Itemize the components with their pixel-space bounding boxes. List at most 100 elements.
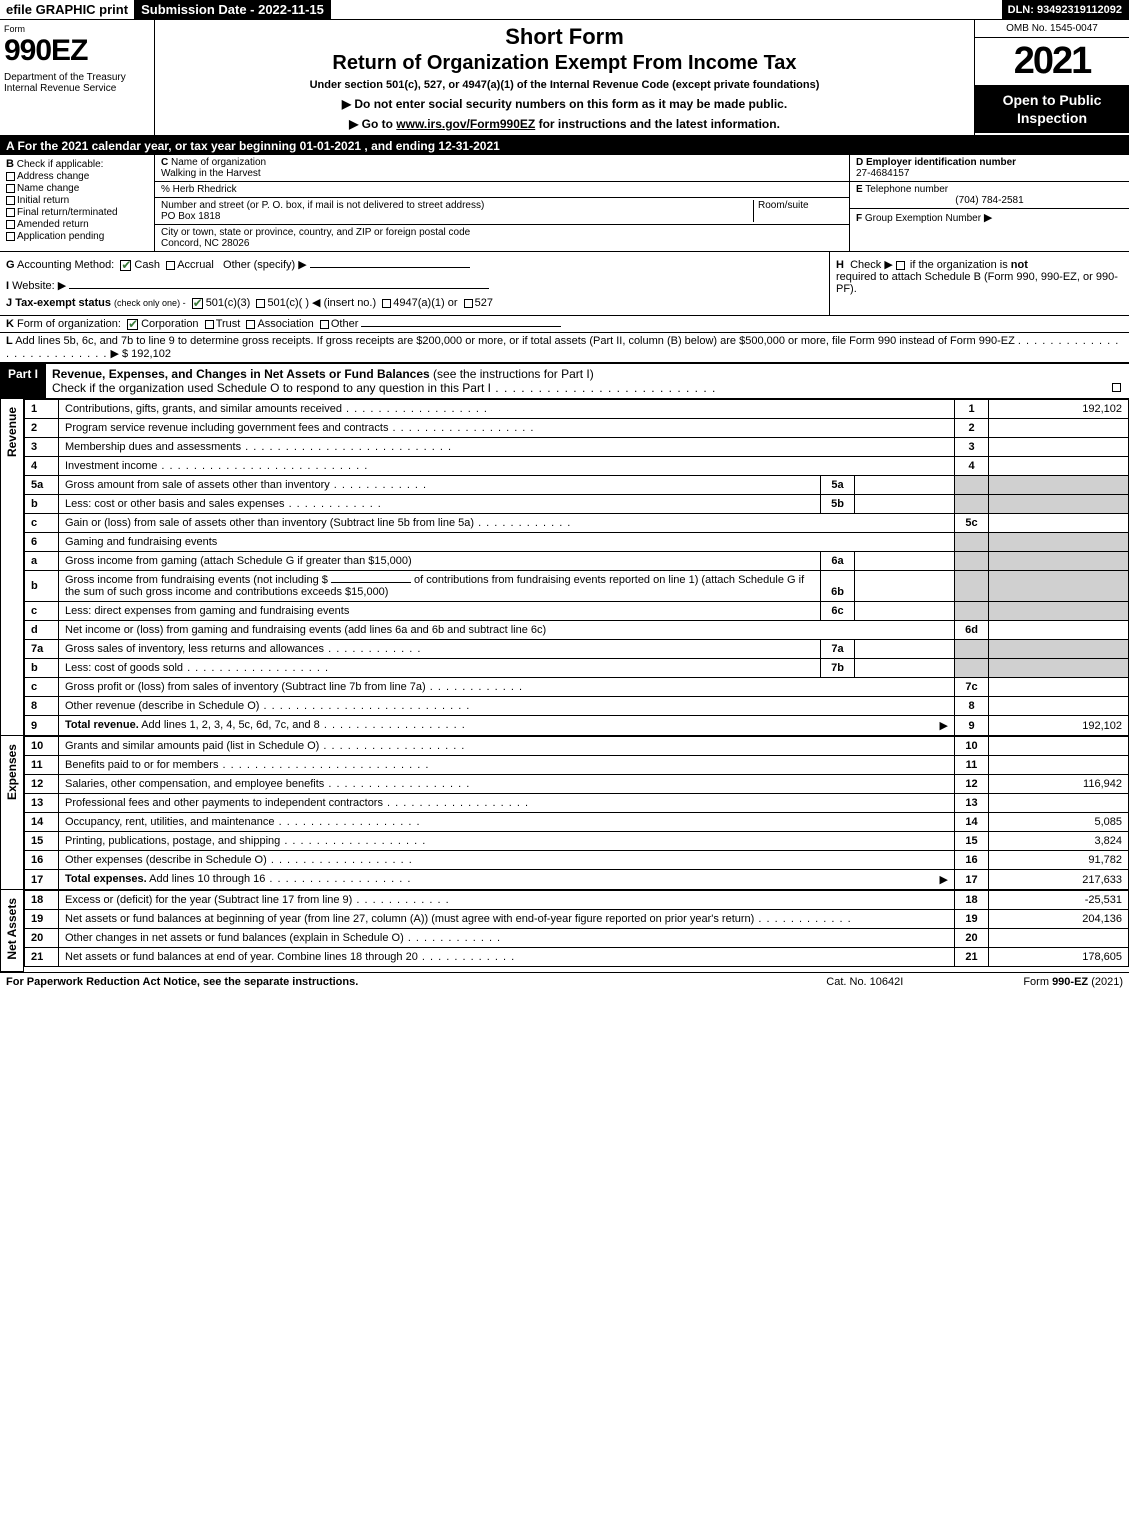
efile-print-label[interactable]: efile GRAPHIC print <box>0 0 135 19</box>
h-t3: required to attach Schedule B (Form 990,… <box>836 271 1118 295</box>
j-text: Tax-exempt status <box>15 297 111 309</box>
part1-label: Part I <box>0 364 46 398</box>
instr-goto-post: for instructions and the latest informat… <box>535 117 780 131</box>
table-row: bLess: cost of goods sold7b <box>25 659 1129 678</box>
instr-ssn: ▶ Do not enter social security numbers o… <box>163 97 966 111</box>
website-input[interactable] <box>69 288 489 289</box>
omb-number: OMB No. 1545-0047 <box>975 20 1129 38</box>
check-schedule-o[interactable] <box>1112 383 1121 392</box>
j-o3: 4947(a)(1) or <box>393 297 457 309</box>
c-name-lbl: Name of organization <box>171 157 266 168</box>
g-other-input[interactable] <box>310 267 470 268</box>
table-row: 6Gaming and fundraising events <box>25 533 1129 552</box>
table-row: dNet income or (loss) from gaming and fu… <box>25 621 1129 640</box>
instr-goto: ▶ Go to www.irs.gov/Form990EZ for instru… <box>163 117 966 131</box>
k-label: K <box>6 318 14 330</box>
i-text: Website: ▶ <box>12 280 66 292</box>
table-row: 13Professional fees and other payments t… <box>25 794 1129 813</box>
f-lbl: Group Exemption Number <box>865 213 981 224</box>
expenses-section: Expenses 10Grants and similar amounts pa… <box>0 736 1129 890</box>
c-label: C <box>161 157 168 168</box>
check-cash[interactable] <box>120 260 131 271</box>
ein-value: 27-4684157 <box>856 168 909 179</box>
check-final-return[interactable] <box>6 208 15 217</box>
opt-initial-return: Initial return <box>17 195 69 206</box>
check-trust[interactable] <box>205 320 214 329</box>
e-lbl: Telephone number <box>865 184 948 195</box>
table-row: cGain or (loss) from sale of assets othe… <box>25 514 1129 533</box>
table-row: 3Membership dues and assessments3 <box>25 438 1129 457</box>
table-row: 16Other expenses (describe in Schedule O… <box>25 851 1129 870</box>
f-label: F <box>856 213 862 224</box>
care-of: % Herb Rhedrick <box>161 184 237 195</box>
check-501c[interactable] <box>256 299 265 308</box>
j-o2: 501(c)( ) ◀ (insert no.) <box>267 297 376 309</box>
part1-check-line: Check if the organization used Schedule … <box>52 381 491 395</box>
table-row: 14Occupancy, rent, utilities, and mainte… <box>25 813 1129 832</box>
table-row: 2Program service revenue including gover… <box>25 419 1129 438</box>
part1-header: Part I Revenue, Expenses, and Changes in… <box>0 363 1129 399</box>
side-revenue: Revenue <box>0 399 24 736</box>
top-bar: efile GRAPHIC print Submission Date - 20… <box>0 0 1129 20</box>
header-left: Form 990EZ Department of the Treasury In… <box>0 20 155 135</box>
g-accrual: Accrual <box>177 259 214 271</box>
table-row: 4Investment income4 <box>25 457 1129 476</box>
dln-label: DLN: 93492319112092 <box>1002 0 1129 19</box>
opt-application-pending: Application pending <box>17 231 104 242</box>
check-name-change[interactable] <box>6 184 15 193</box>
k-text: Form of organization: <box>17 318 121 330</box>
check-other-org[interactable] <box>320 320 329 329</box>
form-header: Form 990EZ Department of the Treasury In… <box>0 20 1129 137</box>
k-o3: Association <box>257 318 313 330</box>
opt-amended-return: Amended return <box>17 219 89 230</box>
table-row: 11Benefits paid to or for members11 <box>25 756 1129 775</box>
phone-value: (704) 784-2581 <box>955 195 1023 206</box>
check-amended-return[interactable] <box>6 220 15 229</box>
irs-link[interactable]: www.irs.gov/Form990EZ <box>396 117 535 131</box>
check-527[interactable] <box>464 299 473 308</box>
table-row: 18Excess or (deficit) for the year (Subt… <box>25 891 1129 910</box>
check-501c3[interactable] <box>192 298 203 309</box>
table-row: 20Other changes in net assets or fund ba… <box>25 929 1129 948</box>
j-label: J <box>6 297 12 309</box>
part1-title: Revenue, Expenses, and Changes in Net As… <box>52 367 430 381</box>
tax-year: 2021 <box>975 38 1129 85</box>
room-lbl: Room/suite <box>758 200 809 211</box>
check-accrual[interactable] <box>166 261 175 270</box>
expenses-table: 10Grants and similar amounts paid (list … <box>24 736 1129 890</box>
check-h[interactable] <box>896 261 905 270</box>
check-4947[interactable] <box>382 299 391 308</box>
a-end: 12-31-2021 <box>438 139 499 153</box>
h-t2: if the organization is <box>907 259 1011 271</box>
opt-final-return: Final return/terminated <box>17 207 118 218</box>
check-application-pending[interactable] <box>6 232 15 241</box>
side-expenses: Expenses <box>0 736 24 890</box>
org-address: PO Box 1818 <box>161 211 220 222</box>
table-row: 19Net assets or fund balances at beginni… <box>25 910 1129 929</box>
check-corp[interactable] <box>127 319 138 330</box>
a-mid: , and ending <box>361 139 438 153</box>
header-center: Short Form Return of Organization Exempt… <box>155 20 974 135</box>
section-bcdef: B Check if applicable: Address change Na… <box>0 155 1129 252</box>
row-a-tax-year: A For the 2021 calendar year, or tax yea… <box>0 137 1129 155</box>
j-o1: 501(c)(3) <box>206 297 251 309</box>
dept-label: Department of the Treasury Internal Reve… <box>4 72 150 94</box>
k-other-input[interactable] <box>361 326 561 327</box>
table-row: cLess: direct expenses from gaming and f… <box>25 602 1129 621</box>
h-t1: Check ▶ <box>850 259 896 271</box>
opt-name-change: Name change <box>17 183 79 194</box>
table-row: 10Grants and similar amounts paid (list … <box>25 737 1129 756</box>
footer-cat: Cat. No. 10642I <box>826 976 903 988</box>
check-initial-return[interactable] <box>6 196 15 205</box>
submission-date-button[interactable]: Submission Date - 2022-11-15 <box>135 0 331 19</box>
table-row: aGross income from gaming (attach Schedu… <box>25 552 1129 571</box>
col-def: D Employer identification number 27-4684… <box>849 155 1129 251</box>
b-sub: Check if applicable: <box>17 159 104 170</box>
check-address-change[interactable] <box>6 172 15 181</box>
revenue-table: 1Contributions, gifts, grants, and simil… <box>24 399 1129 736</box>
g-text: Accounting Method: <box>17 259 114 271</box>
title-short-form: Short Form <box>163 24 966 50</box>
city-lbl: City or town, state or province, country… <box>161 227 470 238</box>
footer-left: For Paperwork Reduction Act Notice, see … <box>6 976 826 988</box>
check-assoc[interactable] <box>246 320 255 329</box>
